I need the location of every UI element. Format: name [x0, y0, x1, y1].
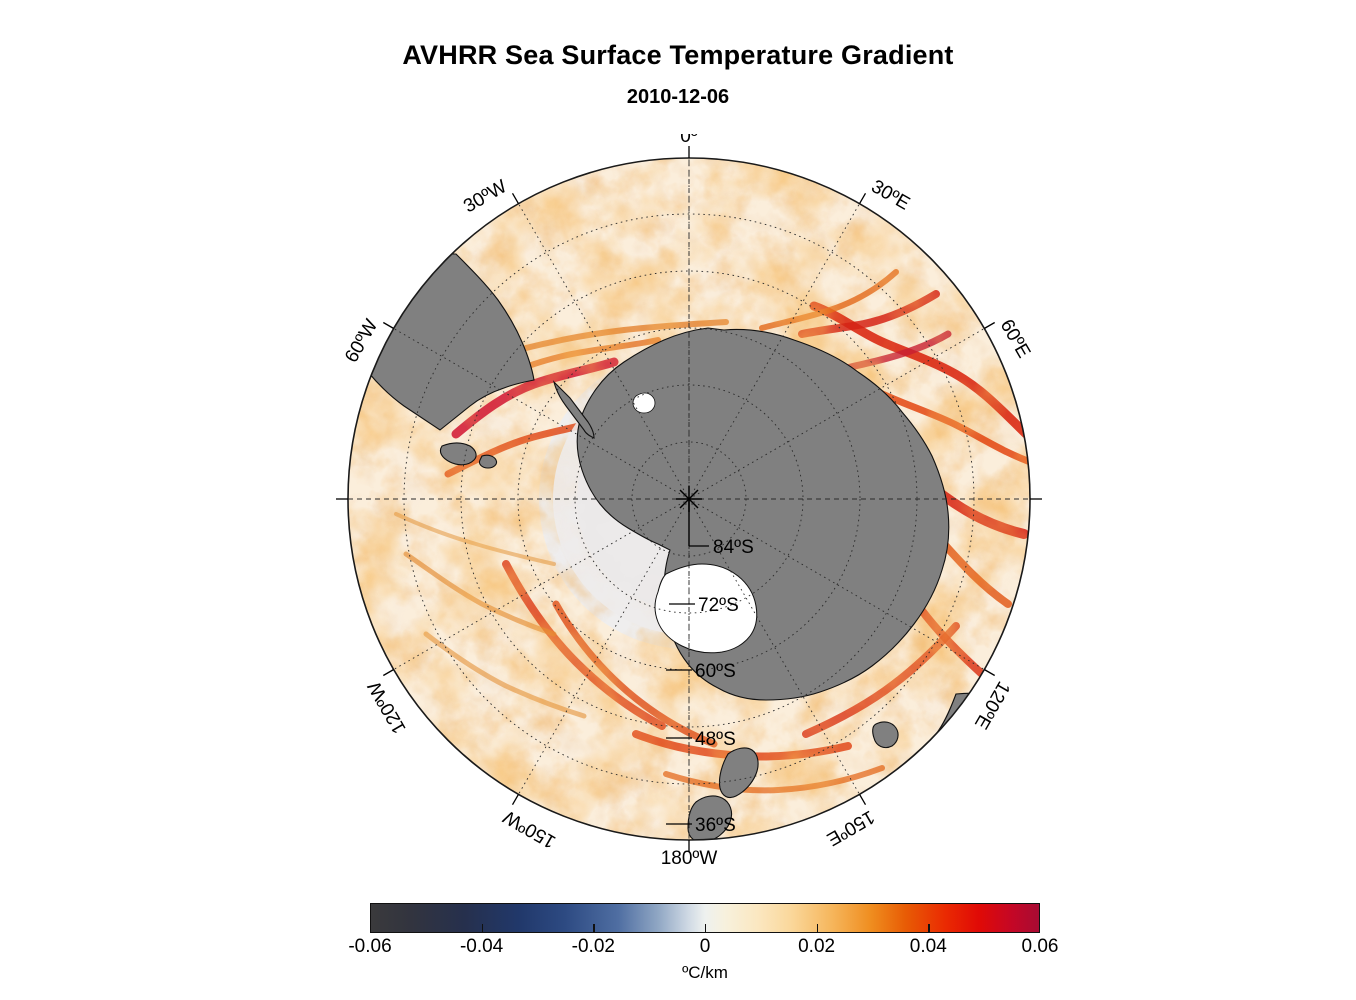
south-pole-marker [676, 486, 702, 546]
lat-label-84S: 84ºS [713, 537, 754, 558]
colorbar-tick-3: 0 [699, 936, 711, 957]
lat-label-48S: 48ºS [695, 729, 736, 750]
lon-label-30E: 30ºE [868, 176, 914, 215]
antarctic-peninsula [552, 380, 595, 439]
lon-label-120E: 120ºE [970, 678, 1014, 733]
lon-label-30W: 30ºW [460, 176, 510, 217]
colorbar: -0.06 -0.04 -0.02 0 0.02 0.04 0.06 ºC/km [348, 903, 1058, 982]
colorbar-tick-4: 0.02 [798, 936, 836, 957]
ross-ice-shelf [654, 563, 758, 654]
colorbar-tick-0: -0.06 [348, 936, 392, 957]
graticule [348, 158, 1030, 840]
lon-label-150E: 150ºE [823, 806, 878, 850]
latitude-labels: 84ºS 72ºS 60ºS 48ºS 36ºS [666, 537, 754, 836]
lat-circle-60S [517, 327, 861, 671]
lat-label-60S: 60ºS [695, 661, 736, 682]
colorbar-unit-label: ºC/km [682, 963, 728, 982]
lon-label-60W: 60ºW [341, 316, 382, 366]
colorbar-tick-5: 0.04 [909, 936, 947, 957]
principal-meridians [348, 158, 1030, 840]
lon-label-90E: 90ºE [1041, 499, 1042, 540]
falkland-islands [478, 454, 498, 469]
lon-label-150W: 150ºW [500, 806, 560, 853]
lat-label-72S: 72ºS [698, 595, 739, 616]
colorbar-tick-labels: -0.06 -0.04 -0.02 0 0.02 0.04 0.06 [348, 936, 1058, 964]
new-zealand-south-island [687, 795, 733, 840]
lon-label-90W: 90ºW [336, 499, 337, 545]
polar-map: 84ºS 72ºS 60ºS 48ºS 36ºS 0º 30ºE [336, 134, 1042, 864]
lon-label-180W: 180ºW [661, 848, 718, 864]
page-title: AVHRR Sea Surface Temperature Gradient [402, 40, 954, 70]
tasmania-landmass [872, 721, 899, 749]
lon-label-0: 0º [680, 134, 698, 147]
lon-label-60E: 60ºE [996, 316, 1035, 362]
page-subtitle: 2010-12-06 [626, 86, 730, 108]
colorbar-ticks [370, 903, 1040, 933]
lat-label-36S: 36ºS [695, 815, 736, 836]
new-zealand-north-island [718, 747, 759, 799]
colorbar-tick-1: -0.04 [459, 936, 504, 957]
polar-stereographic-plot: 84ºS 72ºS 60ºS 48ºS 36ºS 0º 30ºE [336, 134, 1042, 864]
south-america-islands [439, 442, 477, 466]
colorbar-tick-6: 0.06 [1021, 936, 1059, 957]
colorbar-tick-2: -0.02 [571, 936, 615, 957]
ice-shelf-inlet [632, 392, 656, 414]
